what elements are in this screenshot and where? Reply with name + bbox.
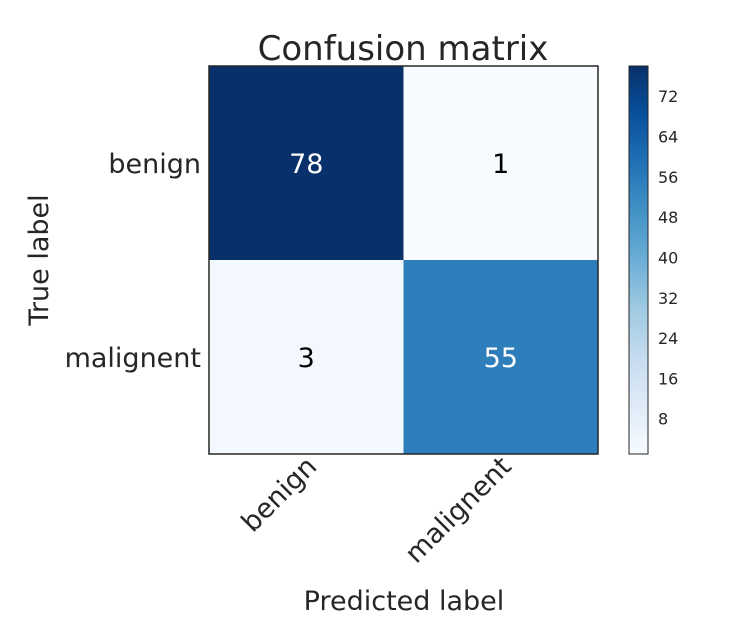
matrix-cell — [403, 260, 598, 454]
matrix-cell — [209, 66, 404, 260]
colorbar-tick-label: 48 — [658, 208, 678, 227]
y-tick-label: malignent — [65, 343, 201, 374]
chart-title: Confusion matrix — [258, 29, 549, 69]
matrix-cell — [209, 260, 404, 454]
colorbar-ticks: 8 16 24 32 40 48 56 64 72 — [658, 87, 678, 428]
x-axis-label: Predicted label — [304, 586, 505, 617]
cell-value-label: 55 — [484, 343, 518, 374]
cell-value-label: 1 — [492, 149, 509, 180]
cell-value-label: 3 — [298, 343, 315, 374]
y-tick-label: benign — [108, 149, 201, 180]
colorbar-tick-label: 72 — [658, 87, 678, 106]
x-tick-labels: benign malignent — [236, 451, 518, 569]
x-tick-label: malignent — [399, 451, 517, 569]
colorbar-tick-label: 32 — [658, 289, 678, 308]
matrix-cells: 78 1 3 55 — [209, 66, 598, 454]
cell-value-label: 78 — [289, 149, 323, 180]
matrix-frame — [208, 65, 599, 455]
colorbar-tick-label: 64 — [658, 128, 678, 147]
colorbar-tick-label: 56 — [658, 168, 678, 187]
y-axis-label: True label — [24, 194, 55, 326]
colorbar-tick-label: 8 — [658, 410, 668, 429]
colorbar-tick-label: 24 — [658, 329, 678, 348]
x-tick-label: benign — [236, 451, 323, 538]
colorbar-tick-label: 40 — [658, 248, 678, 267]
y-tick-labels: benign malignent — [65, 149, 201, 374]
colorbar — [628, 65, 649, 455]
colorbar-tick-label: 16 — [658, 369, 678, 388]
matrix-cell — [403, 66, 598, 260]
